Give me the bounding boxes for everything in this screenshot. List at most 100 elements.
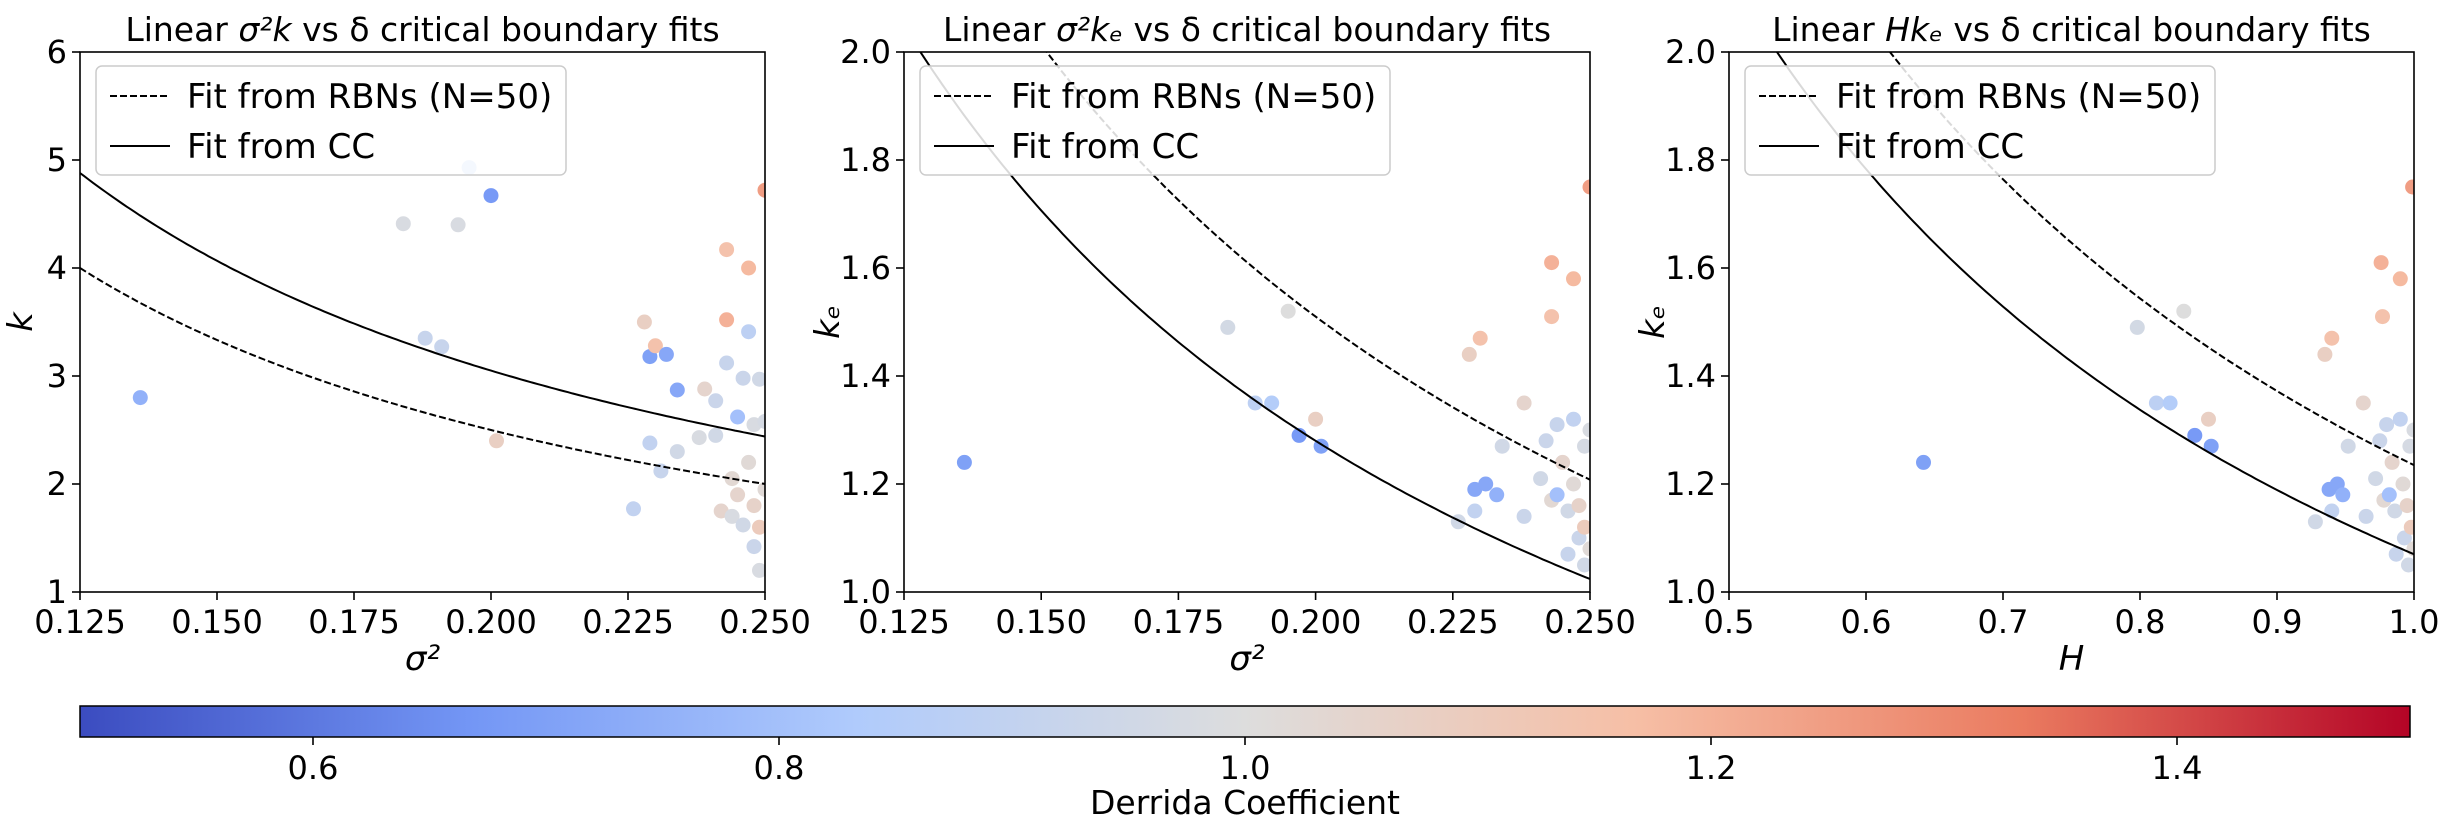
- colorbar-tick-label: 0.6: [288, 749, 339, 787]
- data-point: [752, 519, 765, 535]
- data-point: [669, 382, 685, 398]
- x-tick-label: 0.175: [308, 603, 400, 641]
- x-tick-label: 0.250: [719, 603, 811, 641]
- data-point: [1549, 487, 1565, 503]
- data-point: [1544, 255, 1560, 271]
- colorbar: 0.6 0.8 1.0 1.2 1.4 Derrida Coefficient: [79, 705, 2411, 822]
- data-point: [730, 409, 746, 425]
- data-point: [752, 371, 765, 387]
- data-point: [2355, 395, 2371, 411]
- data-point: [489, 433, 504, 449]
- y-tick-label: 1.2: [840, 465, 891, 503]
- data-point: [2403, 519, 2414, 535]
- data-point: [1577, 519, 1590, 535]
- data-point: [719, 312, 735, 328]
- data-point: [1516, 395, 1532, 411]
- data-point: [669, 444, 685, 460]
- data-point: [2379, 417, 2395, 433]
- data-point: [2402, 438, 2414, 454]
- data-point: [1472, 330, 1488, 346]
- data-point: [642, 435, 658, 451]
- data-point: [2162, 395, 2178, 411]
- data-point: [2335, 487, 2351, 503]
- y-tick-label: 2.0: [1665, 33, 1716, 71]
- data-point: [1220, 319, 1236, 335]
- x-tick-label: 0.125: [858, 603, 950, 641]
- y-tick-label: 1.8: [1665, 141, 1716, 179]
- data-point: [1538, 433, 1554, 449]
- legend-label: Fit from RBNs (N=50): [187, 77, 552, 117]
- x-tick-label: 0.250: [1544, 603, 1636, 641]
- data-point: [1461, 346, 1477, 362]
- y-tick-label: 1.6: [1665, 249, 1716, 287]
- data-point: [2317, 346, 2333, 362]
- data-point: [724, 471, 740, 487]
- data-point: [2307, 514, 2323, 530]
- data-point: [1566, 476, 1581, 492]
- data-point: [2148, 395, 2164, 411]
- data-point: [746, 539, 762, 555]
- data-point: [741, 454, 757, 470]
- data-point: [2372, 433, 2388, 449]
- chart-title: Linear Hkₑ vs δ critical boundary fits: [1772, 10, 2371, 49]
- data-point: [1549, 417, 1565, 433]
- data-point: [2203, 438, 2219, 454]
- y-tick-label: 1.0: [840, 573, 891, 611]
- data-point: [2368, 471, 2384, 487]
- x-tick-label: 0.6: [1841, 603, 1892, 641]
- data-point: [2396, 530, 2412, 546]
- data-point: [1516, 508, 1532, 524]
- data-point: [2358, 508, 2374, 524]
- y-tick-label: 1: [47, 573, 67, 611]
- data-point: [2388, 546, 2404, 562]
- x-tick-label: 0.200: [445, 603, 537, 641]
- y-tick-label: 6: [47, 33, 67, 71]
- legend-box: [95, 65, 567, 176]
- chart-title: Linear σ²kₑ vs δ critical boundary fits: [943, 10, 1551, 49]
- data-point: [647, 338, 663, 354]
- x-tick-label: 0.8: [2115, 603, 2166, 641]
- data-point: [1916, 454, 1931, 470]
- data-point: [1489, 487, 1505, 503]
- legend: Fit from RBNs (N=50) Fit from CC: [95, 65, 567, 176]
- data-point: [2405, 179, 2414, 195]
- data-point: [1264, 395, 1280, 411]
- x-axis-label: σ²: [405, 639, 441, 679]
- data-point: [636, 314, 652, 330]
- panel-1: 0.125 0.150 0.175 0.200 0.225 0.250 1 2 3 4 5 6 Line…: [1, 10, 811, 679]
- x-tick-label: 0.225: [1407, 603, 1499, 641]
- data-point: [2392, 271, 2408, 287]
- data-point: [1280, 303, 1296, 319]
- data-point: [724, 508, 740, 524]
- data-point: [1533, 471, 1549, 487]
- x-axis-label: σ²: [1229, 639, 1265, 679]
- data-point: [1494, 438, 1510, 454]
- y-tick-label: 2: [47, 465, 67, 503]
- y-tick-label: 4: [47, 249, 67, 287]
- data-point: [1582, 179, 1590, 195]
- data-point: [1571, 498, 1587, 514]
- y-tick-label: 1.4: [840, 357, 891, 395]
- y-tick-label: 1.8: [840, 141, 891, 179]
- data-point: [757, 413, 765, 429]
- x-tick-label: 0.150: [171, 603, 263, 641]
- legend: Fit from RBNs (N=50) Fit from CC: [1744, 65, 2216, 176]
- data-point: [1247, 395, 1263, 411]
- data-point: [658, 346, 674, 362]
- data-point: [2129, 319, 2145, 335]
- data-point: [2176, 303, 2192, 319]
- data-point: [719, 242, 735, 258]
- scatter-points: [1916, 179, 2414, 573]
- data-point: [2340, 438, 2356, 454]
- x-tick-label: 0.225: [582, 603, 674, 641]
- data-point: [1582, 422, 1590, 438]
- data-point: [1566, 411, 1581, 427]
- legend-label: Fit from CC: [1836, 127, 2024, 167]
- data-point: [708, 393, 724, 409]
- data-point: [757, 182, 765, 198]
- data-point: [2201, 411, 2216, 427]
- panel-2: 0.125 0.150 0.175 0.200 0.225 0.250 1.0 1.2 1.4 1…: [808, 10, 1636, 679]
- x-tick-label: 0.9: [2252, 603, 2303, 641]
- data-point: [735, 517, 751, 533]
- data-point: [1555, 454, 1571, 470]
